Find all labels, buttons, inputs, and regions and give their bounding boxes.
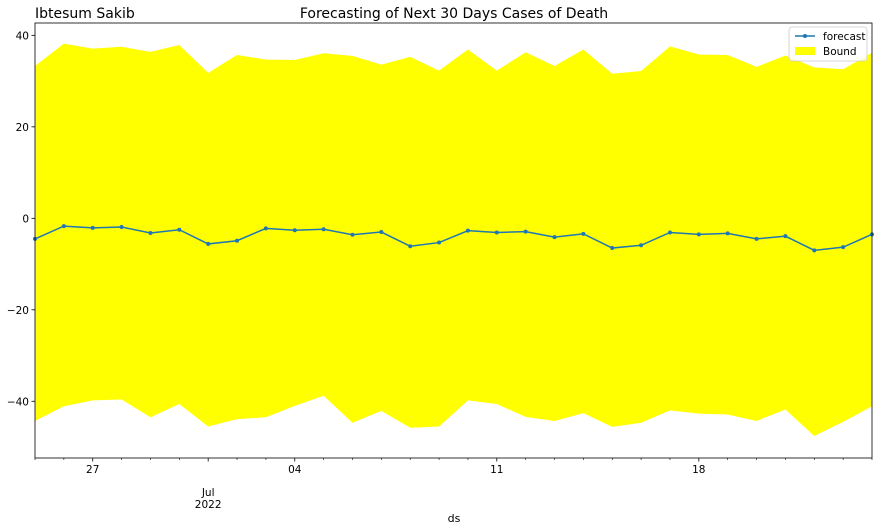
y-axis: 40 20 0 −20 −40 [7,30,35,408]
forecast-point [696,232,701,237]
x-tick-label: 11 [490,464,503,476]
x-axis-label: ds [448,512,461,525]
legend-bound-label: Bound [823,46,857,58]
chart-title: Forecasting of Next 30 Days Cases of Dea… [300,6,608,22]
forecast-point [177,227,182,232]
forecast-point [350,232,355,237]
forecast-point [812,248,817,253]
forecast-point [61,224,66,229]
author-label: Ibtesum Sakib [35,6,135,22]
forecast-point [494,230,499,235]
legend-forecast-marker-icon [803,34,807,38]
legend-bound-swatch-icon [795,47,815,55]
x-tick-sublabel: 2022 [195,499,222,511]
forecast-point [667,230,672,235]
forecast-point [610,246,615,251]
forecast-point [639,243,644,248]
x-tick-sublabel: Jul [201,487,215,499]
x-tick-label: 27 [86,464,99,476]
forecast-point [119,225,124,230]
forecast-point [292,228,297,233]
forecast-point [90,225,95,230]
axes-frame [34,22,873,459]
forecast-point [783,234,788,239]
forecast-point [408,244,413,249]
bound-area [35,43,872,437]
forecast-point [148,230,153,235]
legend-forecast-label: forecast [823,31,865,43]
forecast-point [581,231,586,236]
forecast-point [523,229,528,234]
forecast-point [437,240,442,245]
plot-area [33,43,874,437]
y-tick-label: −20 [7,305,29,317]
forecast-point [841,245,846,250]
x-tick-label: 18 [692,464,705,476]
forecast-point [754,236,759,241]
y-tick-label: 20 [16,122,29,134]
forecast-point [465,228,470,233]
forecast-point [321,227,326,232]
y-tick-label: 40 [16,30,29,42]
forecast-point [235,238,240,243]
y-tick-label: −40 [7,396,29,408]
forecast-point [379,230,384,235]
y-tick-label: 0 [22,213,29,225]
forecast-point [263,226,268,231]
x-tick-label: 04 [288,464,302,476]
forecast-point [552,235,557,240]
legend[interactable]: forecast Bound [788,26,868,62]
forecast-point [725,231,730,236]
forecast-line [34,225,873,252]
forecast-point [206,241,211,246]
